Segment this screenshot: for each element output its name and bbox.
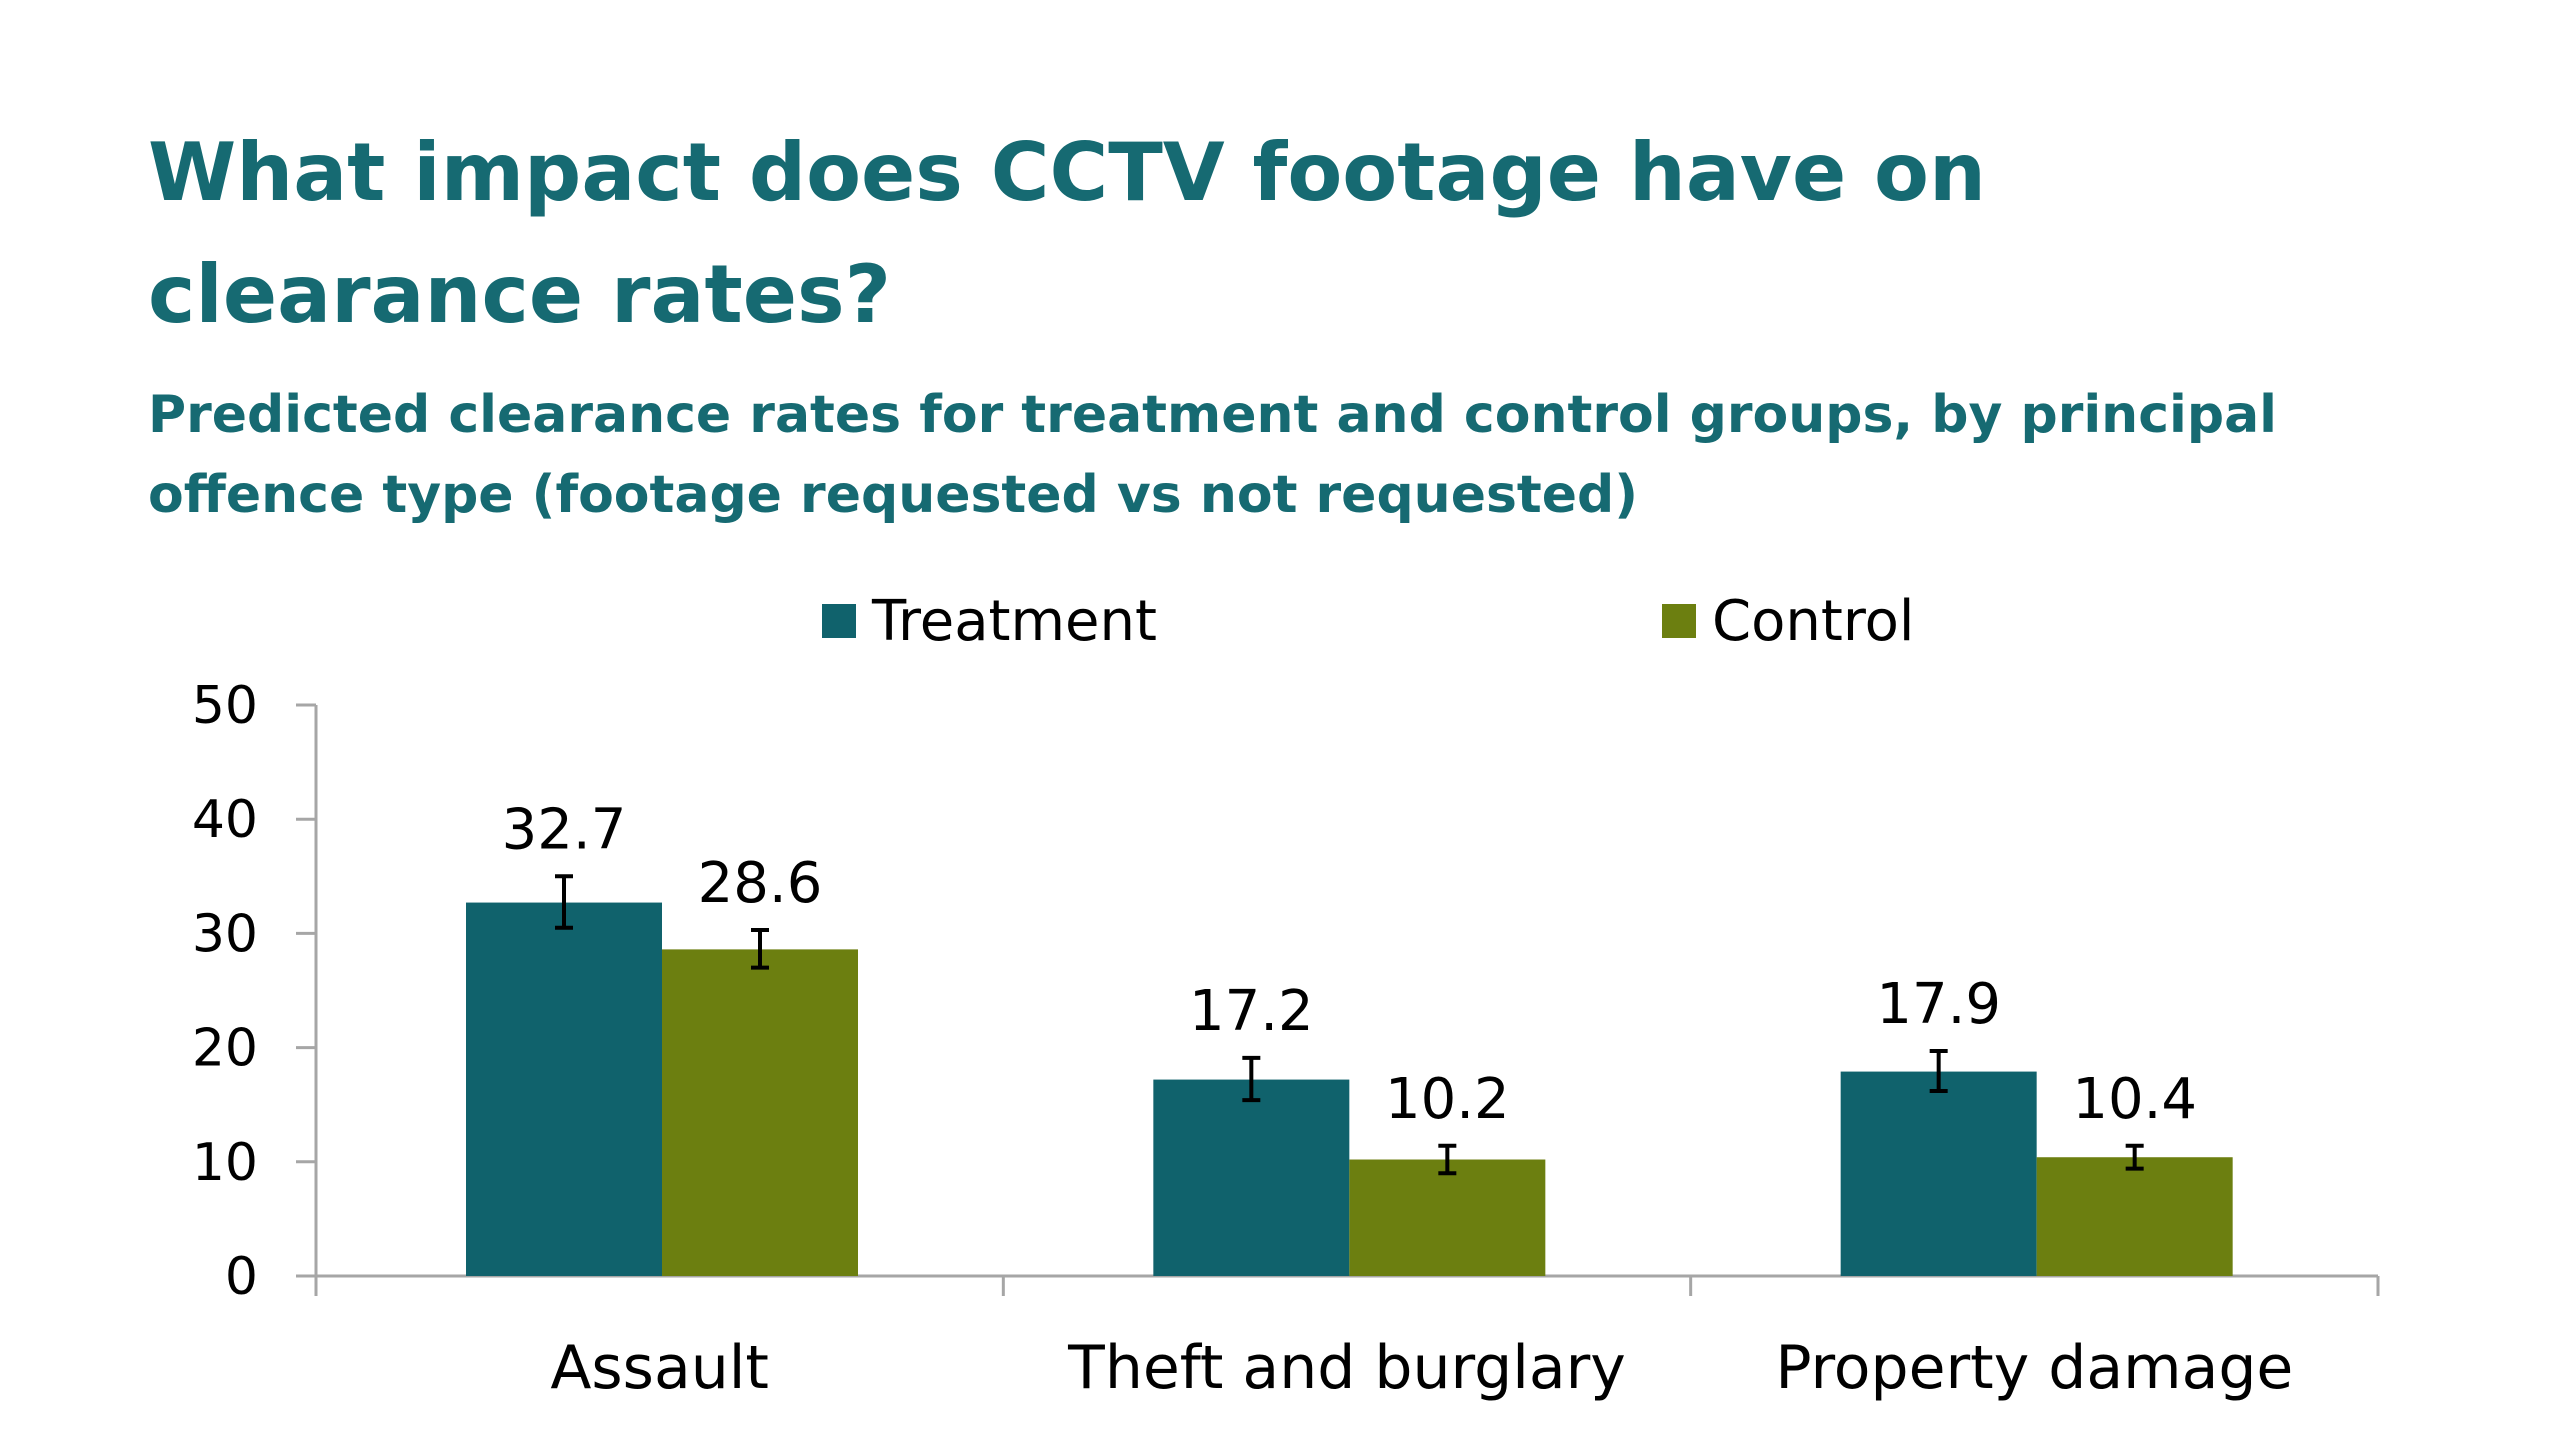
- y-tick-label: 20: [192, 1019, 258, 1079]
- data-label: 17.9: [1876, 972, 2001, 1037]
- legend-swatch-treatment: [822, 604, 856, 638]
- chart-title: What impact does CCTV footage have on cl…: [148, 126, 1986, 341]
- bar-treatment: [1840, 1071, 2037, 1276]
- chart-subtitle: Predicted clearance rates for treatment …: [148, 385, 2277, 525]
- data-label: 32.7: [502, 797, 627, 862]
- y-tick-label: 10: [192, 1133, 258, 1193]
- y-tick-label: 0: [225, 1247, 258, 1307]
- x-category-label: Property damage: [1775, 1333, 2293, 1403]
- x-category-label: Assault: [550, 1333, 769, 1403]
- bar-treatment: [1153, 1079, 1350, 1276]
- bar-treatment: [466, 902, 662, 1276]
- legend-swatch-control: [1662, 604, 1696, 638]
- data-label: 28.6: [698, 851, 823, 916]
- y-tick-label: 50: [192, 676, 258, 736]
- bar-control: [2036, 1157, 2233, 1276]
- bar-control: [662, 949, 858, 1276]
- data-label: 10.4: [2072, 1067, 2197, 1132]
- legend-label-treatment: Treatment: [871, 589, 1157, 654]
- legend-label-control: Control: [1712, 589, 1914, 654]
- bar-control: [1349, 1159, 1546, 1276]
- x-category-label: Theft and burglary: [1067, 1333, 1626, 1403]
- data-label: 10.2: [1385, 1067, 1510, 1132]
- y-tick-label: 40: [192, 790, 258, 850]
- data-label: 17.2: [1189, 979, 1314, 1044]
- y-tick-label: 30: [192, 904, 258, 964]
